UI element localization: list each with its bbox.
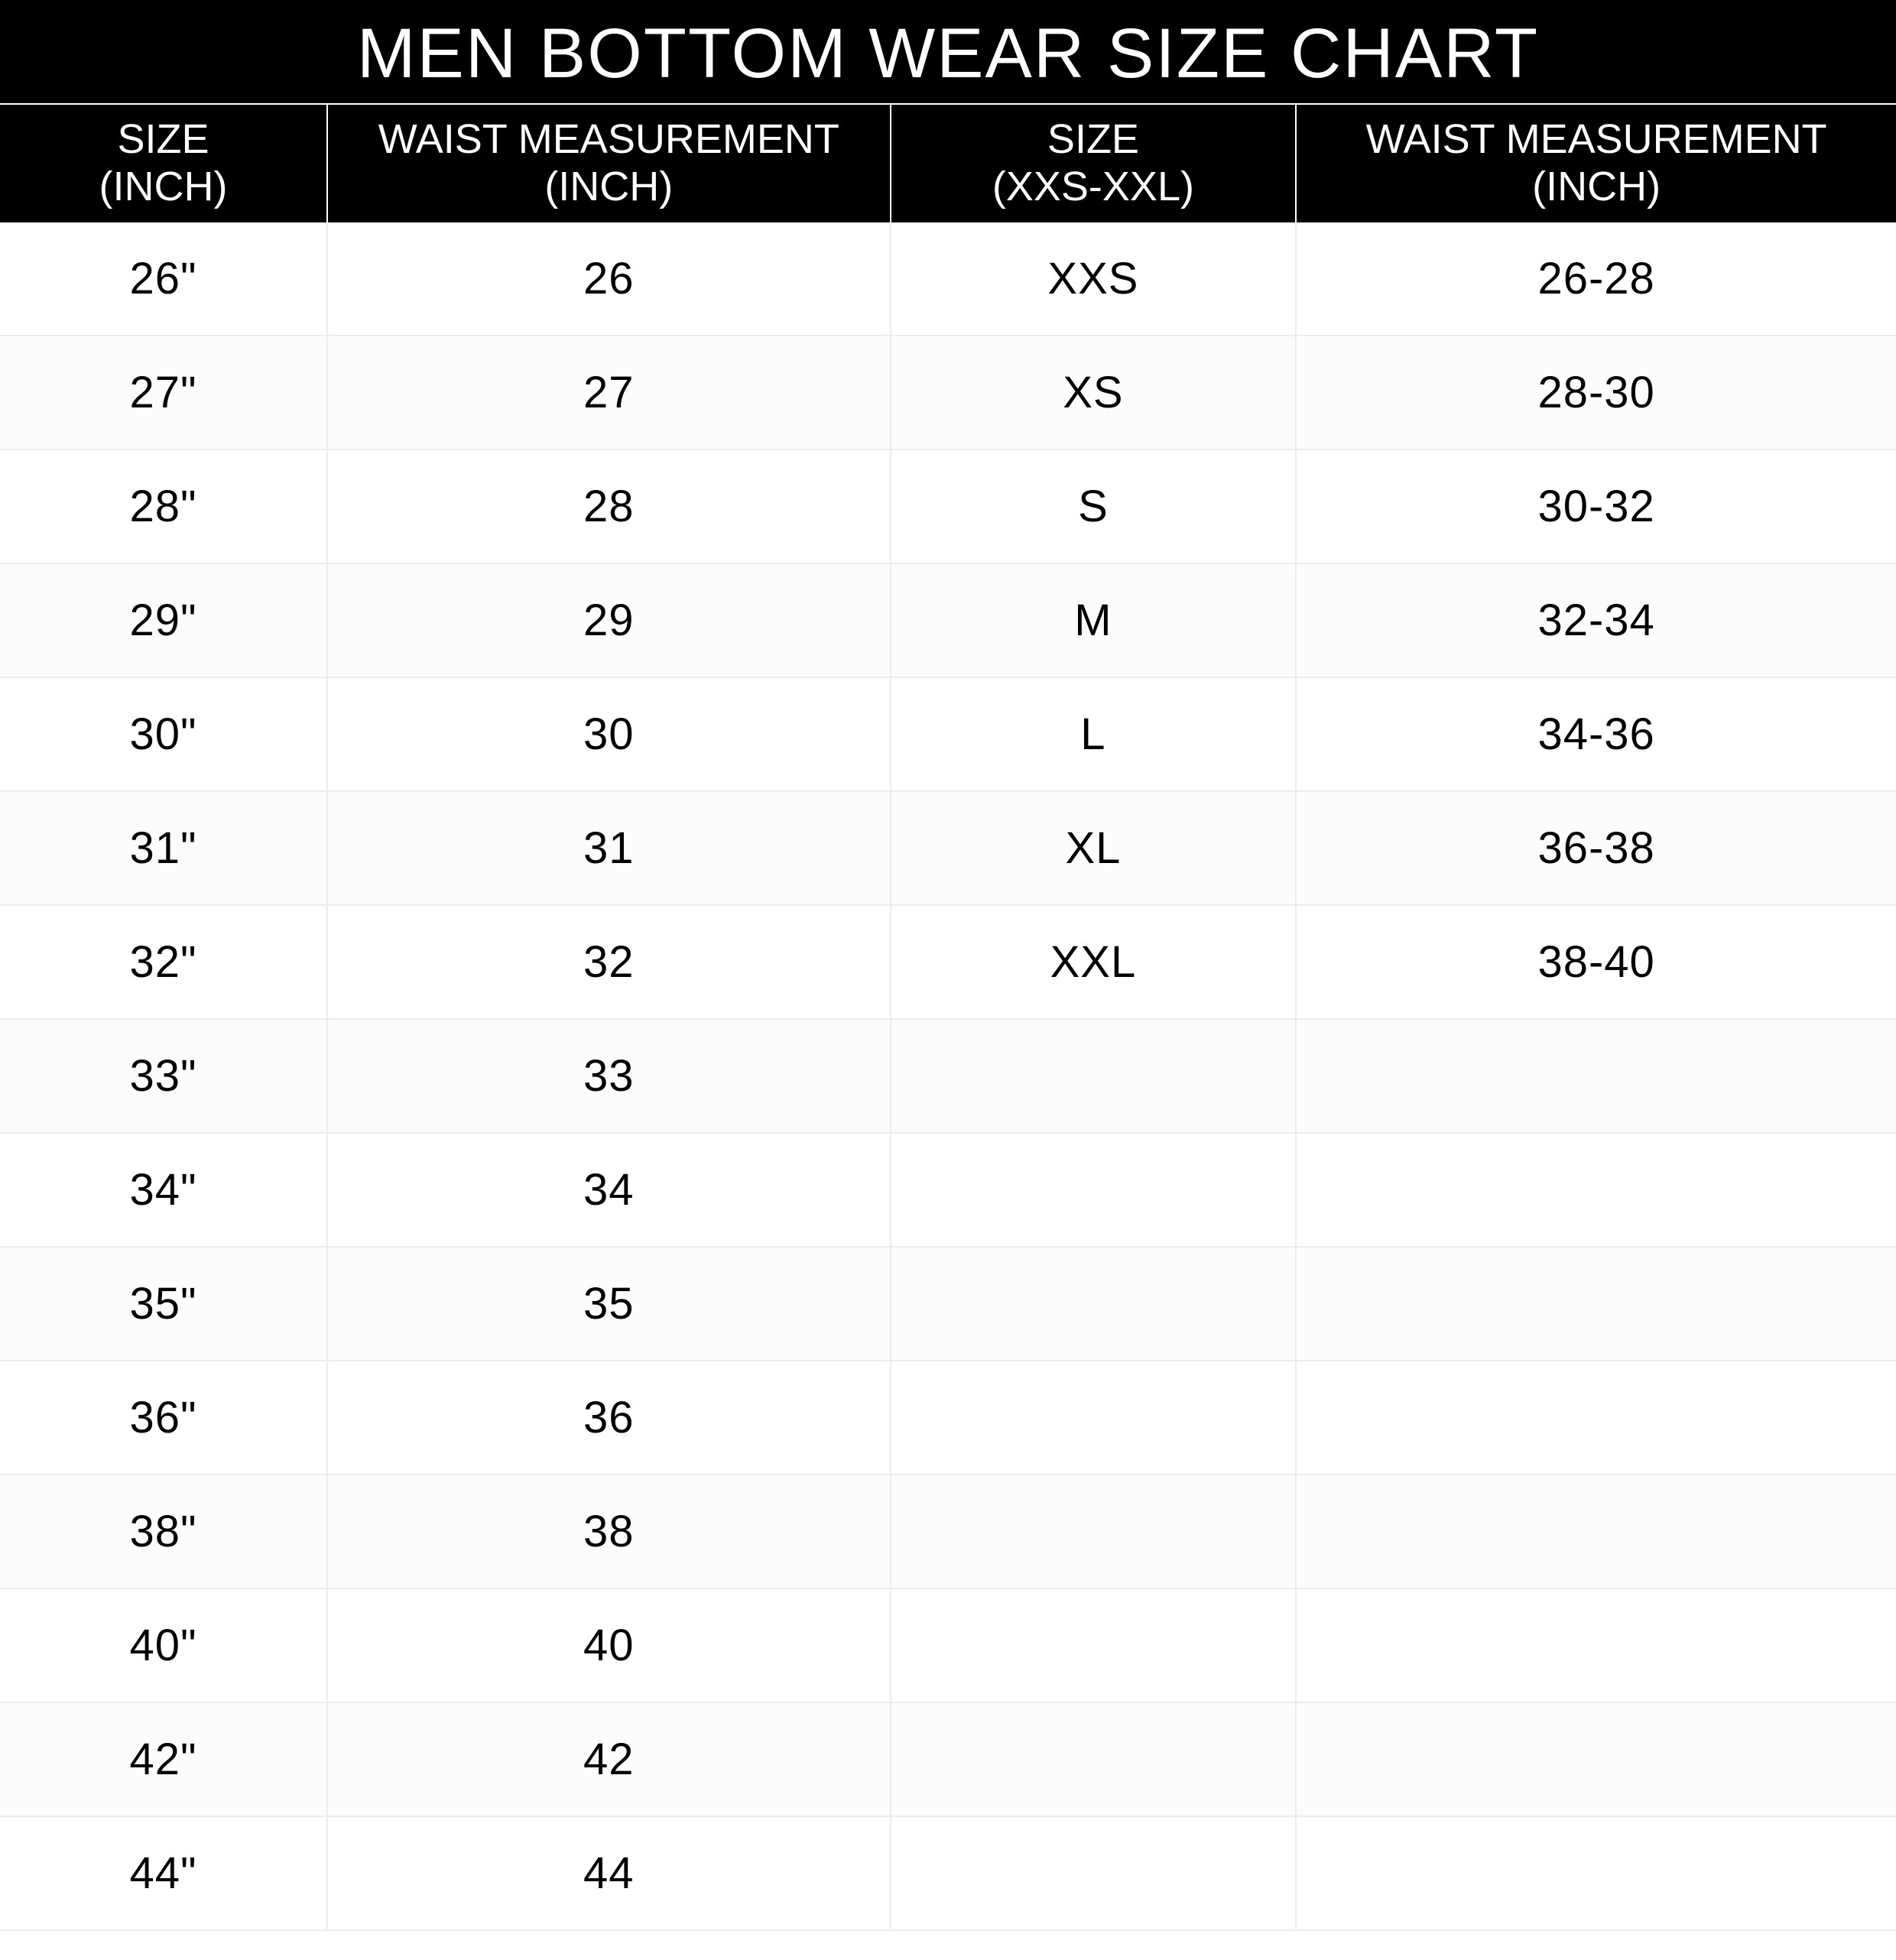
table-row: 29"29M32-34 <box>0 564 1896 678</box>
table-cell <box>891 1589 1297 1702</box>
table-cell: S <box>891 450 1297 563</box>
chart-title: MEN BOTTOM WEAR SIZE CHART <box>0 0 1896 103</box>
table-cell: 32 <box>328 906 891 1018</box>
header-line2: (INCH) <box>1303 163 1890 210</box>
table-cell: XS <box>891 336 1297 449</box>
table-body: 26"26XXS26-2827"27XS28-3028"28S30-3229"2… <box>0 222 1896 1931</box>
table-cell: 33 <box>328 1020 891 1132</box>
table-cell: 36-38 <box>1297 792 1896 904</box>
table-header-row: SIZE (INCH) WAIST MEASUREMENT (INCH) SIZ… <box>0 103 1896 222</box>
table-cell: L <box>891 678 1297 790</box>
table-cell <box>891 1475 1297 1588</box>
header-line2: (INCH) <box>6 163 320 210</box>
table-cell: 26 <box>328 222 891 335</box>
table-cell: 26-28 <box>1297 222 1896 335</box>
header-line1: SIZE <box>898 115 1290 163</box>
table-cell: 42 <box>328 1703 891 1816</box>
table-cell: XXL <box>891 906 1297 1018</box>
header-line1: WAIST MEASUREMENT <box>1303 115 1890 163</box>
table-cell: 40 <box>328 1589 891 1702</box>
table-cell <box>1297 1817 1896 1929</box>
table-cell: M <box>891 564 1297 677</box>
table-cell <box>891 1248 1297 1360</box>
header-line1: WAIST MEASUREMENT <box>334 115 884 163</box>
table-cell <box>1297 1703 1896 1816</box>
header-line2: (INCH) <box>334 163 884 210</box>
table-cell: 27" <box>0 336 328 449</box>
table-row: 42"42 <box>0 1703 1896 1817</box>
table-cell: 31" <box>0 792 328 904</box>
header-line1: SIZE <box>6 115 320 163</box>
table-cell: 35 <box>328 1248 891 1360</box>
table-cell: 38" <box>0 1475 328 1588</box>
table-cell: 30 <box>328 678 891 790</box>
table-cell <box>891 1361 1297 1474</box>
table-cell <box>1297 1020 1896 1132</box>
table-row: 38"38 <box>0 1475 1896 1589</box>
table-row: 27"27XS28-30 <box>0 336 1896 450</box>
table-row: 28"28S30-32 <box>0 450 1896 564</box>
table-row: 34"34 <box>0 1134 1896 1248</box>
table-row: 31"31XL36-38 <box>0 792 1896 906</box>
table-cell <box>891 1703 1297 1816</box>
table-cell: 26" <box>0 222 328 335</box>
column-header-waist-range: WAIST MEASUREMENT (INCH) <box>1297 105 1896 222</box>
column-header-size-inch: SIZE (INCH) <box>0 105 328 222</box>
table-cell: 35" <box>0 1248 328 1360</box>
column-header-waist-inch: WAIST MEASUREMENT (INCH) <box>328 105 891 222</box>
table-row: 36"36 <box>0 1361 1896 1475</box>
table-cell: 27 <box>328 336 891 449</box>
table-cell: 31 <box>328 792 891 904</box>
table-cell: 33" <box>0 1020 328 1132</box>
table-cell: 36" <box>0 1361 328 1474</box>
table-cell: 28-30 <box>1297 336 1896 449</box>
table-cell: 30-32 <box>1297 450 1896 563</box>
table-cell: 38 <box>328 1475 891 1588</box>
table-cell: 30" <box>0 678 328 790</box>
table-row: 26"26XXS26-28 <box>0 222 1896 336</box>
table-row: 44"44 <box>0 1817 1896 1931</box>
column-header-size-xxs-xxl: SIZE (XXS-XXL) <box>891 105 1297 222</box>
table-cell <box>1297 1248 1896 1360</box>
table-cell: 32-34 <box>1297 564 1896 677</box>
table-row: 33"33 <box>0 1020 1896 1134</box>
table-cell <box>1297 1475 1896 1588</box>
table-cell: 38-40 <box>1297 906 1896 1018</box>
table-cell: 34 <box>328 1134 891 1246</box>
table-cell: 28 <box>328 450 891 563</box>
table-row: 40"40 <box>0 1589 1896 1703</box>
table-cell <box>891 1817 1297 1929</box>
table-cell <box>891 1020 1297 1132</box>
table-cell <box>891 1134 1297 1246</box>
table-row: 30"30L34-36 <box>0 678 1896 792</box>
table-cell: 36 <box>328 1361 891 1474</box>
table-cell: 29 <box>328 564 891 677</box>
table-row: 32"32XXL38-40 <box>0 906 1896 1020</box>
table-row: 35"35 <box>0 1248 1896 1361</box>
table-cell: XL <box>891 792 1297 904</box>
table-cell: 42" <box>0 1703 328 1816</box>
table-cell <box>1297 1361 1896 1474</box>
table-cell: 44" <box>0 1817 328 1929</box>
table-cell: 40" <box>0 1589 328 1702</box>
table-cell: 29" <box>0 564 328 677</box>
table-cell <box>1297 1134 1896 1246</box>
table-cell: 32" <box>0 906 328 1018</box>
table-cell: 34" <box>0 1134 328 1246</box>
table-cell: 28" <box>0 450 328 563</box>
table-cell <box>1297 1589 1896 1702</box>
header-line2: (XXS-XXL) <box>898 163 1290 210</box>
table-cell: 34-36 <box>1297 678 1896 790</box>
size-chart: MEN BOTTOM WEAR SIZE CHART SIZE (INCH) W… <box>0 0 1896 1931</box>
table-cell: XXS <box>891 222 1297 335</box>
table-cell: 44 <box>328 1817 891 1929</box>
